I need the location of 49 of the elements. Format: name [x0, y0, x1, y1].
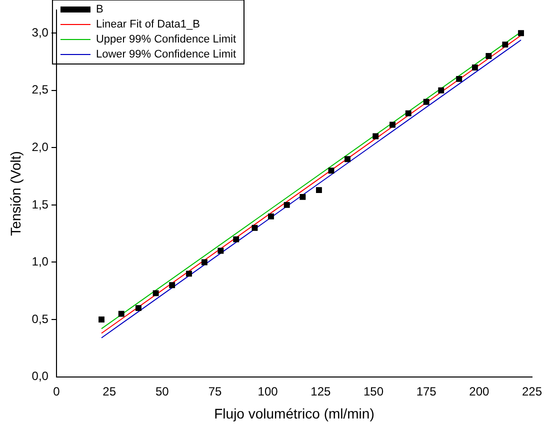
point [328, 168, 334, 174]
y-tick-label: 2,5 [32, 82, 49, 97]
point [300, 194, 306, 200]
point [456, 76, 462, 82]
point [472, 64, 478, 70]
point [502, 42, 508, 48]
point [390, 122, 396, 128]
y-tick-label: 3,0 [32, 25, 49, 40]
point [201, 259, 208, 266]
y-tick-label: 0,5 [32, 312, 49, 326]
x-tick-label: 25 [102, 384, 116, 398]
point [233, 236, 240, 242]
legend-label: Upper 99% Confidence Limit [96, 34, 236, 46]
point [344, 156, 350, 162]
legend-label: Lower 99% Confidence Limit [96, 48, 236, 61]
x-tick-label: 150 [363, 384, 384, 398]
point [486, 53, 492, 59]
y-tick-label: 1,0 [32, 254, 49, 269]
legend-label: B [96, 4, 104, 16]
x-tick-label: 200 [469, 384, 490, 398]
x-tick-label: 50 [155, 384, 170, 398]
x-tick-label: 225 [522, 384, 542, 398]
point [218, 248, 224, 254]
x-axis-title: Flujo volumétrico (ml/min) [214, 405, 374, 422]
point [405, 110, 412, 116]
x-tick-label: 75 [208, 384, 222, 398]
point [98, 316, 104, 322]
point [423, 98, 430, 105]
point [136, 305, 142, 312]
point [169, 282, 176, 288]
point [316, 187, 322, 194]
legend-label: Linear Fit of Data1_B [96, 18, 200, 31]
x-tick-label: 175 [416, 384, 437, 398]
point [252, 224, 258, 231]
point [518, 30, 524, 36]
y-tick-label: 1,5 [32, 197, 49, 212]
y-tick-label: 2,0 [32, 140, 49, 154]
point [438, 87, 444, 94]
point [284, 202, 290, 208]
y-axis-title: Tensión (Volt) [7, 151, 24, 236]
point [152, 290, 159, 296]
point [268, 213, 274, 220]
point [186, 270, 192, 277]
x-tick-label: 125 [310, 384, 331, 398]
point [118, 310, 124, 317]
point [372, 133, 379, 140]
x-tick-label: 100 [258, 384, 278, 398]
x-tick-label: 0 [53, 384, 60, 398]
y-tick-label: 0,0 [32, 369, 49, 384]
